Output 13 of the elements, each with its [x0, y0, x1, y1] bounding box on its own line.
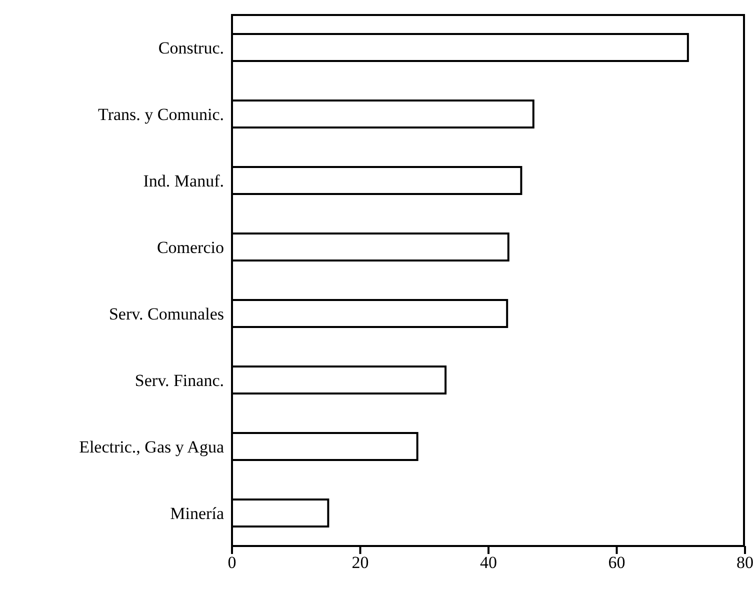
x-tick-label: 40: [480, 553, 497, 572]
y-tick-label: Comercio: [156, 238, 224, 257]
y-tick-label: Serv. Financ.: [134, 370, 224, 390]
y-tick-label: Serv. Comunales: [108, 304, 224, 324]
y-tick-label: Trans. y Comunic.: [98, 104, 224, 124]
x-tick-label: 0: [228, 553, 236, 572]
x-tick-label: 60: [608, 553, 626, 572]
y-tick-label: Construc.: [158, 38, 224, 58]
y-tick-label: Ind. Manuf.: [143, 171, 224, 190]
x-tick-label: 80: [736, 553, 753, 572]
y-tick-label: Minería: [170, 504, 224, 523]
x-tick-label: 20: [352, 553, 369, 572]
y-tick-label: Electric., Gas y Agua: [79, 437, 224, 456]
